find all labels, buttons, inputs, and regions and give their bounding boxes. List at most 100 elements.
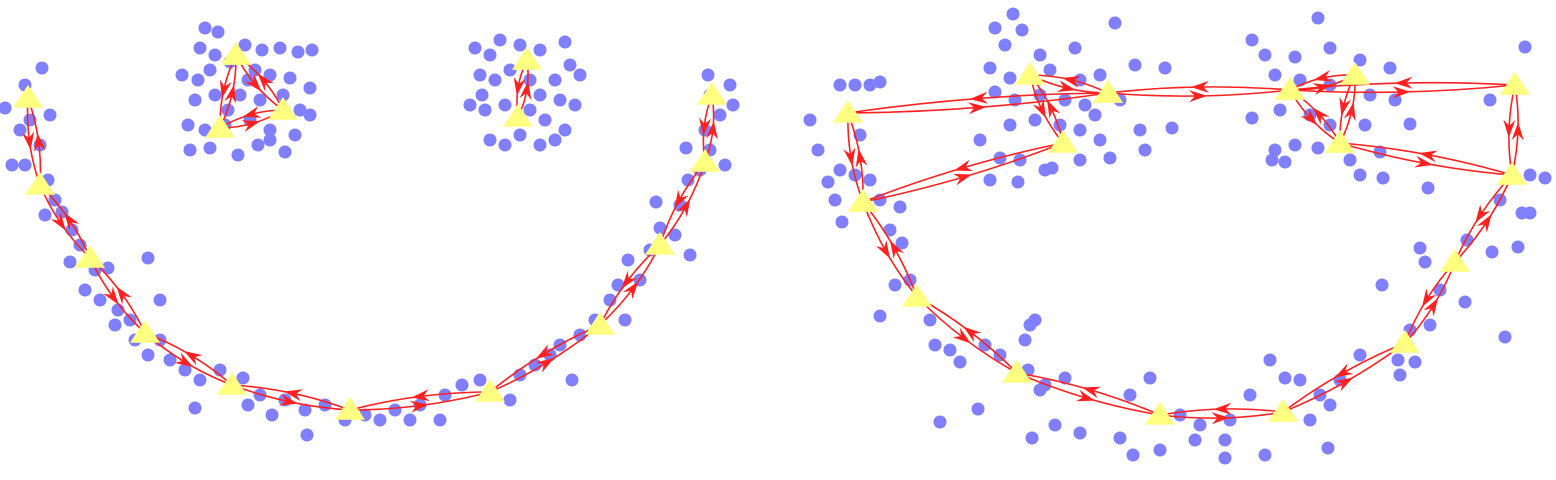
data-point: [0, 101, 12, 115]
prototype-marker: [1325, 130, 1355, 153]
data-point: [553, 93, 567, 107]
arrow-head: [1423, 298, 1439, 317]
arrow-head: [1190, 80, 1210, 93]
arrow-line: [1339, 142, 1513, 176]
data-point: [1093, 68, 1107, 82]
arrow-head: [889, 240, 905, 259]
data-point: [108, 318, 122, 332]
data-point: [1088, 108, 1102, 122]
data-point: [1353, 53, 1367, 67]
data-point: [278, 145, 292, 159]
data-point: [533, 88, 547, 102]
data-point: [1483, 93, 1497, 107]
data-point: [123, 313, 137, 327]
data-point: [943, 343, 957, 357]
arrow-line: [1339, 142, 1513, 176]
data-point: [503, 393, 517, 407]
data-point: [1518, 40, 1532, 54]
arrows: [22, 54, 718, 413]
data-point: [1288, 50, 1302, 64]
prototype-marker: [25, 172, 55, 195]
points: [0, 21, 740, 442]
arrow-head: [699, 117, 712, 136]
data-point: [1485, 245, 1499, 259]
data-point: [1078, 98, 1092, 112]
arrow-head: [1394, 76, 1413, 89]
data-point: [251, 138, 265, 152]
arrow-head: [1475, 204, 1491, 223]
data-point: [241, 398, 255, 412]
data-point: [1043, 63, 1057, 77]
arrow-head: [1414, 155, 1434, 168]
arrow-head: [1476, 214, 1492, 233]
prototype-marker: [512, 47, 542, 70]
data-point: [263, 68, 277, 82]
data-point: [883, 223, 897, 237]
data-point: [1003, 71, 1017, 85]
data-point: [538, 113, 552, 127]
data-point: [863, 78, 877, 92]
data-point: [291, 45, 305, 59]
data-point: [828, 193, 842, 207]
data-point: [208, 88, 222, 102]
data-point: [238, 38, 252, 52]
data-point: [1058, 93, 1072, 107]
data-point: [373, 413, 387, 427]
data-point: [1278, 155, 1292, 169]
prototype-marker: [690, 149, 720, 172]
data-point: [1273, 103, 1287, 117]
data-point: [679, 141, 693, 155]
data-point: [833, 78, 847, 92]
data-point: [895, 236, 909, 250]
arrow-head: [1082, 386, 1102, 399]
data-point: [488, 73, 502, 87]
data-point: [718, 158, 732, 172]
data-point: [811, 143, 825, 157]
data-point: [1538, 171, 1552, 185]
data-point: [1133, 123, 1147, 137]
data-point: [203, 63, 217, 77]
arrow-head: [50, 212, 66, 231]
data-point: [533, 138, 547, 152]
arrow-head: [411, 389, 431, 402]
data-point: [523, 73, 537, 87]
data-point: [971, 402, 985, 416]
arrow-head: [116, 286, 132, 305]
data-point: [565, 373, 579, 387]
arrow-head: [963, 326, 982, 343]
data-point: [455, 378, 469, 392]
data-point: [1093, 133, 1107, 147]
data-point: [933, 415, 947, 429]
prototype-marker: [645, 232, 675, 255]
arrow-line: [862, 142, 1064, 203]
data-point: [973, 133, 987, 147]
data-point: [293, 103, 307, 117]
data-point: [1028, 313, 1042, 327]
data-point: [1323, 41, 1337, 55]
arrow-head: [245, 73, 262, 92]
data-point: [1033, 383, 1047, 397]
data-point: [305, 43, 319, 57]
data-point: [681, 173, 695, 187]
arrow-head: [969, 91, 989, 104]
data-point: [1403, 117, 1417, 131]
arrow-head: [1312, 83, 1332, 95]
data-point: [203, 141, 217, 155]
arrow-head: [1392, 86, 1411, 99]
prototype-marker: [585, 312, 615, 335]
data-point: [1218, 433, 1232, 447]
data-point: [573, 68, 587, 82]
arrow-head: [535, 344, 555, 359]
data-point: [533, 43, 547, 57]
scatter-plot: [0, 21, 740, 442]
data-point: [1323, 398, 1337, 412]
data-point: [78, 283, 92, 297]
data-point: [253, 93, 267, 107]
data-point: [1393, 368, 1407, 382]
data-point: [1011, 175, 1025, 189]
prototypes: [13, 42, 727, 420]
data-point: [483, 48, 497, 62]
prototype-marker: [130, 320, 160, 343]
data-point: [1165, 121, 1179, 135]
